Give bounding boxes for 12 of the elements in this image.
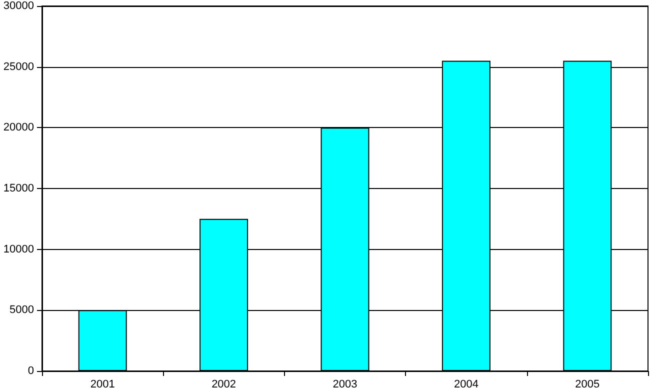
y-tick-label: 0	[28, 365, 34, 377]
y-tick-label: 10000	[3, 243, 34, 256]
x-tick-label: 2005	[575, 378, 600, 390]
x-tick-label: 2003	[332, 378, 358, 390]
y-tick-label: 15000	[3, 182, 34, 194]
x-tick-label: 2002	[212, 378, 236, 390]
y-tick-label: 20000	[3, 122, 34, 134]
x-tick-label: 2001	[90, 378, 115, 390]
y-tick-label: 25000	[3, 60, 34, 73]
y-tick-label: 30000	[3, 0, 34, 12]
y-tick-label: 5000	[10, 304, 34, 316]
x-tick-label: 2004	[454, 378, 478, 390]
